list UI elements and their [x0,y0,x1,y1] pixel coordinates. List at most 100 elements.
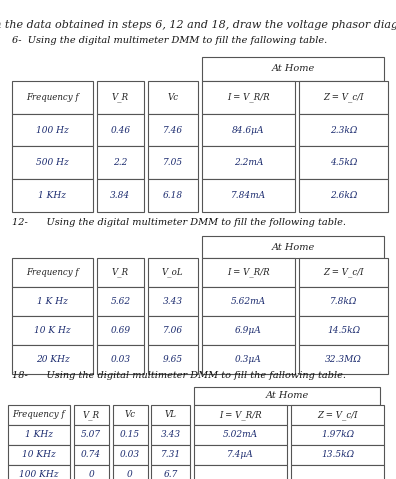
Text: 0.69: 0.69 [110,326,130,335]
Text: I = V_R/R: I = V_R/R [227,268,270,277]
Bar [151,425,190,445]
Bar [202,287,295,316]
Text: 0.46: 0.46 [110,125,130,135]
Text: 3.84: 3.84 [110,191,130,200]
Text: Z = V_c/I: Z = V_c/I [323,268,364,277]
Text: From the data obtained in steps 6, 12 and 18, draw the voltage phasor diagram.: From the data obtained in steps 6, 12 an… [0,20,396,30]
Bar [194,465,287,479]
Text: At Home: At Home [271,243,315,251]
Bar [202,316,295,345]
Bar [291,425,384,445]
Text: 4.5kΩ: 4.5kΩ [330,158,357,167]
Text: 7.06: 7.06 [163,326,183,335]
Bar [299,316,388,345]
Bar [8,445,70,465]
Bar [202,57,384,81]
Bar [148,345,198,374]
Bar [299,345,388,374]
Text: 10 K Hz: 10 K Hz [34,326,71,335]
Text: V_oL: V_oL [162,268,184,277]
Bar [151,405,190,425]
Bar [194,387,381,405]
Bar [12,114,93,147]
Text: 100 Hz: 100 Hz [36,125,69,135]
Bar [202,237,384,258]
Text: 1 KHz: 1 KHz [38,191,67,200]
Text: 84.6μA: 84.6μA [232,125,265,135]
Text: 0: 0 [88,470,94,479]
Bar [194,405,287,425]
Text: Vc: Vc [124,411,136,420]
Bar [112,465,148,479]
Text: 2.3kΩ: 2.3kΩ [330,125,357,135]
Text: At Home: At Home [271,65,315,73]
Bar [194,425,287,445]
Bar [194,445,287,465]
Text: I = V_R/R: I = V_R/R [227,93,270,103]
Bar [291,445,384,465]
Text: 2.2: 2.2 [113,158,128,167]
Text: 13.5kΩ: 13.5kΩ [321,450,354,459]
Bar [151,445,190,465]
Bar [74,445,109,465]
Bar [12,81,93,114]
Bar [12,258,93,287]
Bar [12,287,93,316]
Text: 7.05: 7.05 [163,158,183,167]
Text: 1 KHz: 1 KHz [25,430,53,439]
Bar [8,405,70,425]
Text: Frequency f: Frequency f [26,93,79,102]
Text: 1.97kΩ: 1.97kΩ [321,430,354,439]
Bar [112,445,148,465]
Bar [74,465,109,479]
Bar [148,147,198,179]
Bar [97,316,144,345]
Bar [291,405,384,425]
Text: 5.02mA: 5.02mA [223,430,258,439]
Text: 5.62: 5.62 [110,297,130,306]
Bar [148,179,198,212]
Text: Z = V_c/I: Z = V_c/I [318,410,358,420]
Text: Vc: Vc [167,93,178,102]
Bar [299,287,388,316]
Bar [97,179,144,212]
Text: Frequency f: Frequency f [13,411,65,420]
Bar [202,345,295,374]
Bar [97,287,144,316]
Bar [97,147,144,179]
Bar [112,405,148,425]
Bar [12,345,93,374]
Bar [8,465,70,479]
Text: 7.84mA: 7.84mA [231,191,266,200]
Text: At Home: At Home [266,391,309,400]
Bar [8,425,70,445]
Bar [299,114,388,147]
Text: V_R: V_R [83,410,100,420]
Text: 0: 0 [127,470,133,479]
Text: 0.03: 0.03 [110,355,130,364]
Text: 0.15: 0.15 [120,430,140,439]
Bar [12,316,93,345]
Text: 12-      Using the digital multimeter DMM to fill the following table.: 12- Using the digital multimeter DMM to … [12,218,346,227]
Text: 7.31: 7.31 [161,450,181,459]
Text: 14.5kΩ: 14.5kΩ [327,326,360,335]
Text: 0.74: 0.74 [81,450,101,459]
Bar [148,114,198,147]
Bar [299,147,388,179]
Text: 6.18: 6.18 [163,191,183,200]
Text: 2.2mA: 2.2mA [234,158,263,167]
Bar [202,179,295,212]
Text: 20 KHz: 20 KHz [36,355,69,364]
Text: VL: VL [165,411,177,420]
Bar [112,425,148,445]
Text: 7.46: 7.46 [163,125,183,135]
Text: 5.62mA: 5.62mA [231,297,266,306]
Bar [202,114,295,147]
Text: 7.8kΩ: 7.8kΩ [330,297,357,306]
Bar [148,316,198,345]
Bar [202,147,295,179]
Bar [74,425,109,445]
Bar [74,405,109,425]
Text: 6.9μA: 6.9μA [235,326,262,335]
Bar [202,258,295,287]
